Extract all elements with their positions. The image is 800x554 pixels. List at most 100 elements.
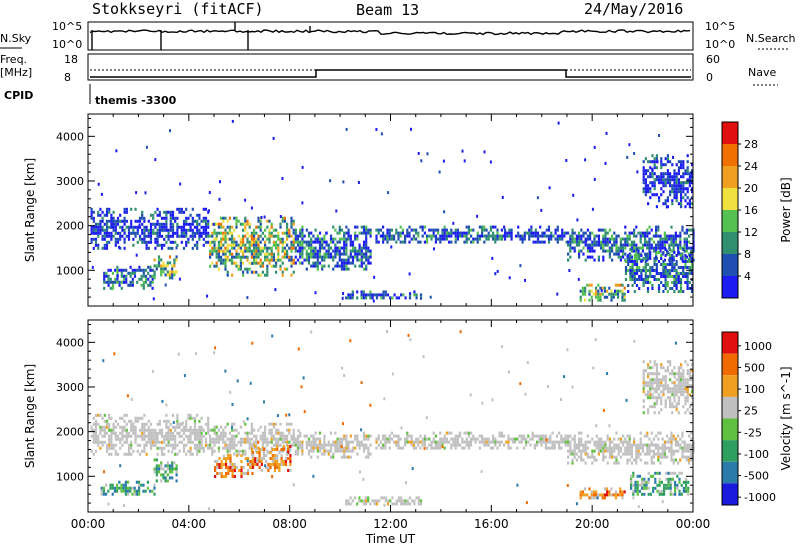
echo-cell — [434, 434, 437, 438]
echo-cell — [151, 268, 154, 272]
echo-cell — [666, 157, 669, 161]
echo-cell — [582, 443, 585, 447]
echo-cell — [119, 213, 122, 217]
echo-cell — [144, 280, 148, 284]
echo-cell — [273, 469, 277, 472]
echo-cell — [270, 437, 273, 441]
echo-cell — [114, 452, 117, 456]
echo-cell — [345, 449, 348, 453]
echo-cell — [677, 169, 680, 173]
echo-cell — [525, 443, 528, 447]
echo-cell — [109, 286, 112, 290]
echo-cell — [408, 240, 411, 244]
echo-cell — [412, 228, 415, 232]
echo-cell — [185, 240, 188, 244]
echo-cell — [649, 390, 652, 394]
echo-cell — [665, 205, 668, 209]
echo-cell — [321, 443, 324, 447]
echo-cell — [647, 363, 650, 367]
echo-cell — [134, 428, 137, 432]
echo-cell — [470, 443, 473, 447]
echo-cell — [94, 440, 98, 444]
echo-cell — [143, 428, 146, 432]
echo-cell — [633, 234, 636, 238]
echo-cell — [92, 434, 95, 438]
echo-cell — [114, 243, 117, 247]
echo-cell — [443, 228, 446, 232]
echo-cell — [165, 210, 168, 214]
echo-cell — [375, 234, 378, 238]
echo-cell — [662, 284, 665, 287]
echo-cell — [575, 240, 578, 244]
echo-cell — [126, 394, 129, 398]
echo-cell — [123, 228, 126, 232]
echo-cell — [540, 208, 543, 212]
echo-cell — [452, 437, 455, 441]
echo-cell — [652, 474, 655, 478]
echo-cell — [571, 231, 574, 235]
echo-cell — [365, 249, 368, 253]
echo-cell — [655, 375, 658, 379]
echo-cell — [156, 231, 159, 235]
echo-cell — [673, 290, 676, 293]
echo-cell — [633, 278, 636, 281]
echo-cell — [143, 231, 146, 235]
echo-cell — [169, 428, 172, 432]
echo-cell — [112, 222, 115, 226]
echo-cell — [635, 455, 638, 459]
echo-cell — [114, 225, 117, 229]
echo-cell — [615, 240, 618, 244]
echo-cell — [644, 187, 647, 191]
echo-cell — [356, 290, 359, 294]
echo-cell — [226, 449, 229, 453]
echo-cell — [560, 446, 563, 450]
echo-cell — [275, 243, 278, 247]
echo-cell — [157, 467, 161, 471]
echo-cell — [215, 231, 218, 235]
echo-cell — [617, 452, 620, 456]
echo-cell — [680, 387, 683, 391]
echo-cell — [147, 277, 150, 281]
echo-cell — [595, 496, 598, 500]
echo-cell — [671, 492, 674, 496]
echo-cell — [276, 463, 279, 466]
echo-cell — [655, 257, 658, 260]
echo-cell — [397, 237, 400, 241]
echo-cell — [237, 440, 240, 444]
echo-cell — [615, 252, 618, 256]
echo-cell — [158, 440, 161, 444]
echo-cell — [275, 437, 278, 441]
echo-cell — [191, 207, 194, 211]
echo-cell — [669, 405, 672, 409]
echo-cell — [176, 422, 179, 426]
echo-cell — [421, 234, 424, 238]
echo-cell — [595, 286, 598, 290]
echo-cell — [187, 437, 190, 441]
echo-cell — [560, 437, 563, 441]
echo-cell — [480, 470, 483, 473]
echo-cell — [509, 446, 512, 450]
echo-cell — [111, 286, 115, 290]
echo-cell — [105, 219, 109, 223]
echo-cell — [256, 460, 259, 463]
echo-cell — [496, 234, 499, 238]
echo-cell — [674, 489, 677, 493]
echo-cell — [669, 190, 672, 194]
echo-cell — [342, 422, 344, 426]
echo-cell — [207, 446, 210, 450]
echo-cell — [216, 472, 219, 475]
y-axis-label: Slant Range [km] — [23, 364, 37, 468]
echo-cell — [597, 292, 600, 296]
echo-cell — [388, 446, 391, 450]
echo-cell — [579, 496, 582, 500]
echo-cell — [569, 440, 572, 444]
echo-cell — [338, 249, 341, 253]
echo-cell — [631, 266, 634, 269]
echo-cell — [101, 416, 104, 420]
echo-cell — [638, 474, 641, 478]
echo-cell — [684, 387, 687, 391]
echo-cell — [402, 293, 405, 297]
echo-cell — [332, 455, 335, 459]
echo-cell — [257, 216, 260, 220]
echo-cell — [434, 228, 437, 232]
